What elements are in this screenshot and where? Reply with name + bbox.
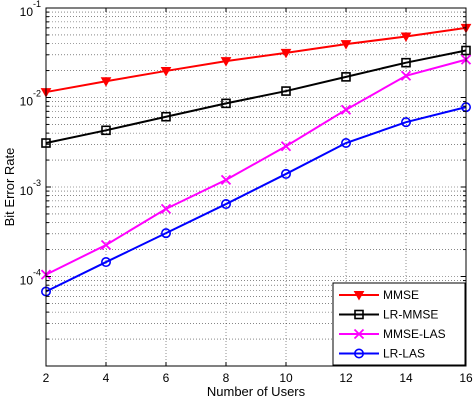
data-point-mmse-las [100, 239, 112, 251]
data-point-mmse [280, 48, 292, 59]
x-tick-label: 10 [279, 371, 293, 385]
legend-label: LR-LAS [383, 347, 425, 361]
data-point-lr-mmse [161, 111, 171, 122]
y-tick-label: 10-3 [20, 178, 41, 198]
data-point-lr-mmse [341, 72, 351, 82]
data-point-lr-las [400, 117, 411, 128]
data-point-lr-mmse [401, 57, 411, 68]
legend-marker [353, 328, 365, 340]
y-tick-label-exponent: -2 [33, 89, 41, 99]
data-point-lr-las [280, 168, 291, 179]
series-line-lr-las [45, 106, 467, 293]
y-tick-label-base: 10 [20, 274, 34, 288]
series-mmse [40, 23, 472, 98]
data-point-lr-las [340, 138, 351, 149]
y-tick-label: 10-4 [20, 268, 41, 288]
data-point-lr-mmse [101, 125, 111, 136]
grid-lines [45, 8, 467, 367]
data-point-lr-mmse [221, 98, 231, 109]
data-point-mmse-las [160, 203, 172, 214]
legend-label: LR-MMSE [383, 308, 438, 322]
data-point-lr-las [221, 199, 232, 210]
series-mmse-las [40, 54, 472, 280]
x-tick-label: 6 [163, 371, 170, 385]
y-tick-label-base: 10 [20, 184, 34, 198]
data-point-mmse [160, 66, 172, 77]
data-point-lr-las [101, 257, 112, 268]
legend-entry-lr-las: LR-LAS [339, 347, 425, 361]
x-tick-label: 14 [399, 371, 413, 385]
x-tick-labels: 2 4 6 8 10 12 14 16 [43, 371, 473, 385]
legend-marker [354, 309, 364, 320]
series-line-mmse-las [45, 58, 467, 276]
legend-label: MMSE [383, 288, 419, 302]
data-point-lr-mmse [281, 86, 291, 96]
legend-label: MMSE-LAS [383, 327, 446, 341]
y-tick-labels: 10-110-210-310-4 [20, 0, 41, 288]
legend-marker [353, 291, 365, 301]
data-point-mmse-las [400, 70, 412, 81]
x-tick-label: 8 [223, 371, 230, 385]
data-point-mmse [100, 77, 112, 87]
legend-entry-lr-mmse: LR-MMSE [339, 308, 438, 322]
y-tick-label-base: 10 [20, 5, 34, 19]
data-point-mmse-las [220, 174, 232, 186]
y-tick-label-exponent: -4 [33, 268, 41, 278]
series-line-lr-mmse [45, 49, 467, 145]
y-tick-label-base: 10 [20, 95, 34, 109]
y-tick-label-exponent: -3 [33, 178, 41, 188]
legend-entry-mmse-las: MMSE-LAS [339, 327, 446, 341]
y-tick-label: 10-2 [20, 89, 41, 109]
data-point-mmse [220, 57, 232, 67]
legend-marker [353, 348, 364, 359]
legend-entry-mmse: MMSE [339, 288, 419, 302]
x-tick-label: 12 [339, 371, 353, 385]
x-tick-label: 2 [43, 371, 50, 385]
y-tick-label: 10-1 [20, 0, 41, 19]
data-point-mmse [400, 32, 412, 43]
data-point-mmse-las [280, 141, 292, 152]
x-tick-label: 4 [103, 371, 110, 385]
axis-ticks [45, 8, 467, 367]
y-axis-label: Bit Error Rate [2, 148, 17, 227]
legend: MMSE LR-MMSE MMSE-LAS LR-LAS [332, 282, 466, 366]
data-point-mmse-las [340, 104, 352, 115]
data-point-mmse [340, 40, 352, 50]
y-tick-label-exponent: -1 [33, 0, 41, 9]
x-axis-label: Number of Users [207, 384, 306, 399]
series-line-mmse [45, 26, 467, 94]
data-point-lr-las [161, 228, 172, 239]
x-tick-label: 16 [459, 371, 473, 385]
